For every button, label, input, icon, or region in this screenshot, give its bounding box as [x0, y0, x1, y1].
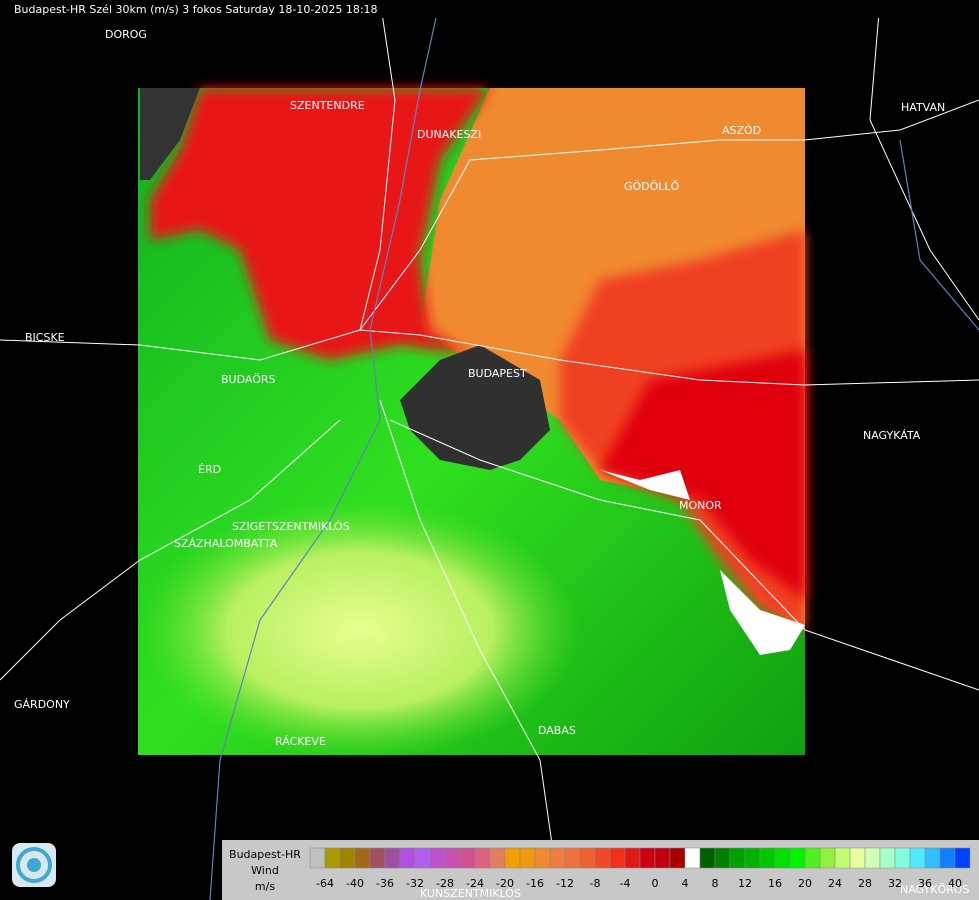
town-label: NAGYKÁTA — [863, 429, 921, 442]
legend-tick-label: -12 — [556, 877, 574, 890]
town-label: SZIGETSZENTMIKLÓS — [232, 520, 350, 533]
town-label: KUNSZENTMIKLÓS — [420, 887, 521, 900]
legend-swatch — [849, 847, 866, 869]
legend-tick-label: 32 — [888, 877, 902, 890]
legend-tick-label: 20 — [798, 877, 812, 890]
town-label: BICSKE — [25, 331, 65, 344]
legend-tick-label: 40 — [948, 877, 962, 890]
legend-tick-label: -28 — [436, 877, 454, 890]
town-label: SZÁZHALOMBATTA — [174, 537, 278, 550]
legend-swatch — [924, 847, 941, 869]
legend-swatch — [324, 847, 341, 869]
legend-swatch — [624, 847, 641, 869]
legend-swatch — [654, 847, 671, 869]
logo — [12, 843, 56, 887]
legend-swatch — [759, 847, 776, 869]
legend-tick-label: 4 — [682, 877, 689, 890]
town-label: ÉRD — [198, 463, 221, 476]
legend-swatch — [819, 847, 836, 869]
legend-tick-label: -64 — [316, 877, 334, 890]
town-label: GÁRDONY — [14, 698, 70, 711]
legend-tick-label: 12 — [738, 877, 752, 890]
legend-swatch — [954, 847, 971, 869]
legend-swatch — [579, 847, 596, 869]
town-label: DUNAKESZI — [417, 128, 481, 141]
legend-swatch — [459, 847, 476, 869]
legend-swatch — [339, 847, 356, 869]
legend-swatch — [774, 847, 791, 869]
legend-tick-label: -20 — [496, 877, 514, 890]
legend-tick-label: -8 — [590, 877, 601, 890]
legend-swatch — [699, 847, 716, 869]
legend-swatch — [729, 847, 746, 869]
legend-swatch — [744, 847, 761, 869]
legend-swatch — [414, 847, 431, 869]
legend-swatch — [399, 847, 416, 869]
legend-swatch — [309, 847, 326, 869]
legend-swatch — [909, 847, 926, 869]
legend-swatch — [714, 847, 731, 869]
legend-swatch — [534, 847, 551, 869]
legend-quantity: Wind — [251, 864, 279, 877]
legend-tick-label: -16 — [526, 877, 544, 890]
legend-swatch — [684, 847, 701, 869]
radar-field — [138, 88, 805, 760]
legend-swatch — [474, 847, 491, 869]
legend-swatch — [519, 847, 536, 869]
legend-swatch — [429, 847, 446, 869]
legend-tick-label: 0 — [652, 877, 659, 890]
legend-swatch — [804, 847, 821, 869]
legend-swatch — [639, 847, 656, 869]
town-label: HATVAN — [901, 101, 945, 114]
legend-tick-label: 24 — [828, 877, 842, 890]
town-label: MONOR — [679, 499, 722, 512]
map-title: Budapest-HR Szél 30km (m/s) 3 fokos Satu… — [14, 3, 378, 16]
legend-swatch — [354, 847, 371, 869]
legend-swatch — [549, 847, 566, 869]
town-label: BUDAPEST — [468, 367, 527, 380]
legend-tick-label: -40 — [346, 877, 364, 890]
legend-swatch — [609, 847, 626, 869]
legend-tick-label: -32 — [406, 877, 424, 890]
legend-unit: m/s — [255, 880, 275, 893]
town-label: BUDAÖRS — [221, 373, 276, 386]
legend-swatch — [894, 847, 911, 869]
town-label: GÖDÖLLŐ — [624, 179, 680, 193]
title-bar — [0, 0, 979, 18]
legend-station: Budapest-HR — [229, 848, 301, 861]
legend-swatch — [489, 847, 506, 869]
legend-swatch — [879, 847, 896, 869]
rivers — [209, 0, 979, 900]
legend-tick-label: 8 — [712, 877, 719, 890]
legend-swatch — [444, 847, 461, 869]
legend-swatch — [864, 847, 881, 869]
town-label: NAGYKŐRÖS — [900, 882, 969, 896]
legend-tick-label: 36 — [918, 877, 932, 890]
legend-tick-label: -4 — [620, 877, 631, 890]
legend-swatch — [834, 847, 851, 869]
legend-swatch — [384, 847, 401, 869]
town-label: RÁCKEVE — [275, 735, 326, 748]
legend-swatch — [369, 847, 386, 869]
legend-swatch — [939, 847, 956, 869]
legend-tick-label: 28 — [858, 877, 872, 890]
town-label: DOROG — [105, 28, 147, 41]
town-label: SZENTENDRE — [290, 99, 365, 112]
legend-swatch — [504, 847, 521, 869]
legend-tick-label: 16 — [768, 877, 782, 890]
legend-tick-label: -24 — [466, 877, 484, 890]
town-label: ASZÓD — [722, 124, 761, 137]
legend-swatch — [564, 847, 581, 869]
legend-tick-label: -36 — [376, 877, 394, 890]
legend-swatch — [669, 847, 686, 869]
legend-swatch — [789, 847, 806, 869]
legend-swatch — [594, 847, 611, 869]
town-label: DABAS — [538, 724, 576, 737]
